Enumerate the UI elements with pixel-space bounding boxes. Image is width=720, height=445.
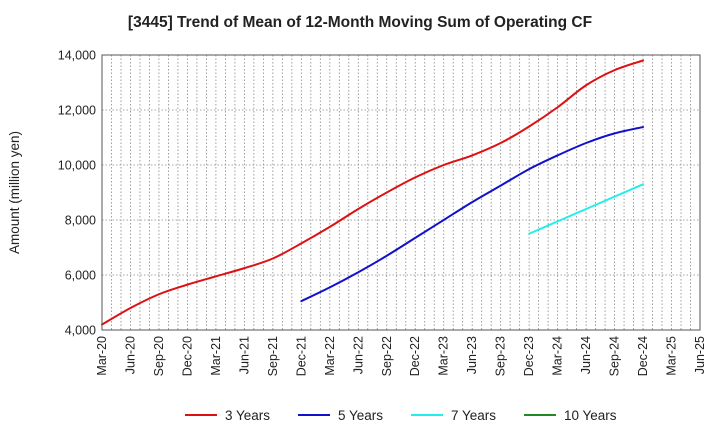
legend-label: 10 Years [564,408,617,423]
chart-title: [3445] Trend of Mean of 12-Month Moving … [128,14,592,31]
y-tick-label: 12,000 [58,104,96,118]
y-axis-label: Amount (million yen) [7,131,22,254]
x-tick-label: Mar-24 [551,336,565,376]
x-tick-label: Mar-25 [665,336,679,376]
legend: 3 Years 5 Years 7 Years 10 Years [185,408,617,423]
x-tick-label: Dec-24 [636,336,650,376]
x-tick-label: Mar-21 [209,336,223,376]
legend-label: 5 Years [338,408,383,423]
x-tick-label: Jun-22 [351,336,365,374]
x-tick-label: Sep-22 [380,336,394,376]
x-tick-label: Mar-20 [95,336,109,376]
x-tick-label: Jun-25 [693,336,707,374]
x-tick-label: Jun-24 [579,336,593,374]
x-tick-label: Dec-20 [180,336,194,376]
x-tick-label: Sep-23 [494,336,508,376]
x-tick-label: Sep-24 [608,336,622,376]
x-tick-label: Jun-21 [237,336,251,374]
y-tick-label: 8,000 [65,214,96,228]
y-tick-label: 10,000 [58,159,96,173]
y-tick-label: 6,000 [65,269,96,283]
x-tick-label: Dec-22 [408,336,422,376]
series-line-7-years [528,183,645,235]
x-tick-label: Sep-21 [266,336,280,376]
y-tick-label: 4,000 [65,324,96,338]
grid-lines [101,54,701,331]
x-tick-label: Jun-20 [123,336,137,374]
legend-label: 7 Years [451,408,496,423]
series-line-3-years [101,59,645,326]
y-axis-ticks: 4,000 6,000 8,000 10,000 12,000 14,000 [58,49,96,338]
x-axis-ticks: Mar-20 Jun-20 Sep-20 Dec-20 Mar-21 Jun-21 Sep-… [95,336,707,376]
x-tick-label: Jun-23 [465,336,479,374]
x-tick-label: Mar-22 [323,336,337,376]
x-tick-label: Dec-23 [522,336,536,376]
x-tick-label: Mar-23 [437,336,451,376]
legend-label: 3 Years [225,408,270,423]
series-line-5-years [300,126,645,303]
series-lines [101,59,645,326]
x-tick-label: Dec-21 [294,336,308,376]
y-tick-label: 14,000 [58,49,96,63]
x-tick-label: Sep-20 [152,336,166,376]
plot-frame [101,54,701,331]
